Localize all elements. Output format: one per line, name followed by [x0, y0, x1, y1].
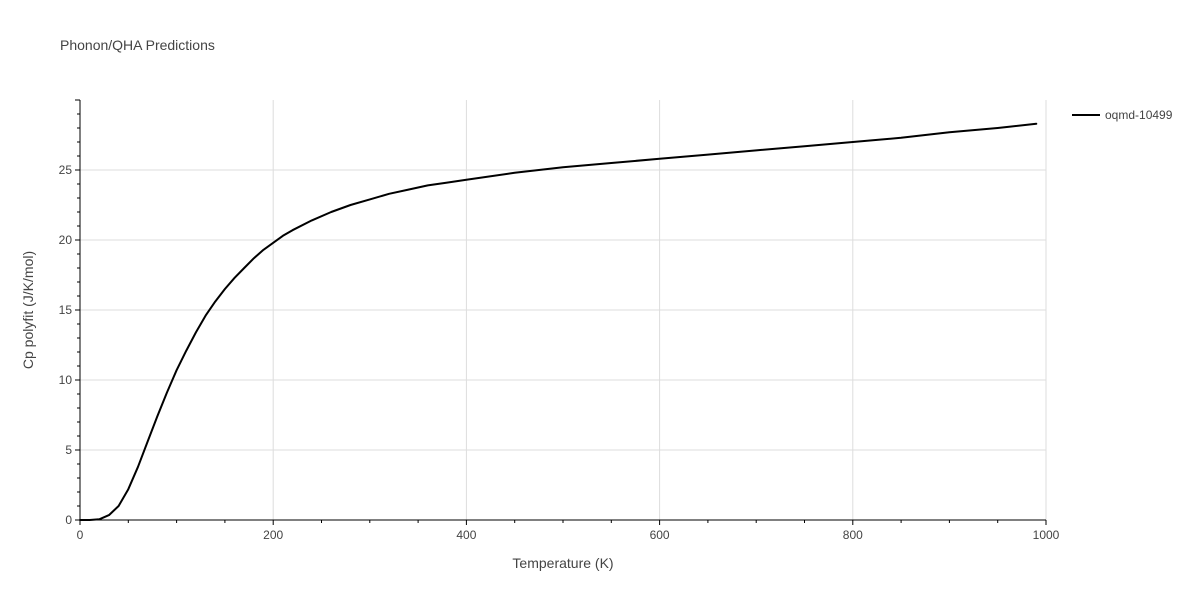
chart-title: Phonon/QHA Predictions: [60, 37, 215, 53]
y-tick-label: 5: [65, 443, 72, 457]
x-tick-label: 600: [650, 528, 670, 542]
x-tick-label: 800: [843, 528, 863, 542]
y-axis-label: Cp polyfit (J/K/mol): [20, 251, 36, 369]
x-tick-label: 200: [263, 528, 283, 542]
legend[interactable]: oqmd-10499: [1072, 108, 1173, 122]
y-tick-label: 25: [59, 163, 73, 177]
series-line[interactable]: [79, 122, 1038, 521]
x-tick-label: 1000: [1033, 528, 1060, 542]
series-layer: [79, 122, 1038, 521]
x-tick-label: 400: [456, 528, 476, 542]
legend-item-label: oqmd-10499: [1105, 108, 1173, 122]
y-tick-label: 10: [59, 373, 73, 387]
y-tick-label: 20: [59, 233, 73, 247]
x-axis-label: Temperature (K): [512, 555, 613, 571]
y-tick-label: 15: [59, 303, 73, 317]
x-tick-label: 0: [77, 528, 84, 542]
axes: 0 200 400 600 800 1000 0 5 10 15 20 25: [59, 99, 1060, 542]
y-tick-label: 0: [65, 513, 72, 527]
grid-lines: [80, 100, 1047, 520]
